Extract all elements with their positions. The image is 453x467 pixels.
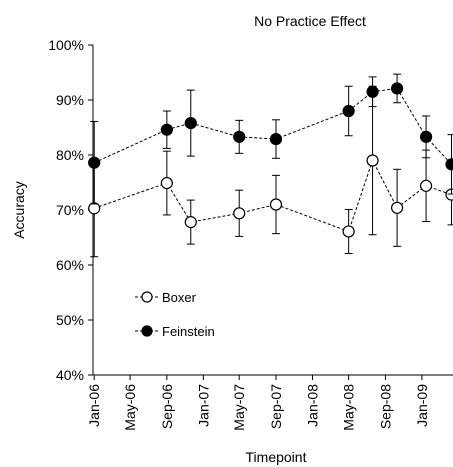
y-tick-label: 50% bbox=[56, 312, 84, 328]
y-axis-label: Accuracy bbox=[11, 181, 27, 239]
y-tick-label: 60% bbox=[56, 257, 84, 273]
legend: Boxer Feinstein bbox=[135, 290, 215, 339]
data-point-feinstein bbox=[419, 130, 433, 143]
data-point-feinstein bbox=[366, 85, 379, 98]
data-point-feinstein bbox=[184, 116, 197, 130]
x-tick-label: May-07 bbox=[231, 384, 247, 431]
y-tick-label: 70% bbox=[56, 202, 84, 218]
data-point-feinstein bbox=[269, 132, 283, 146]
data-point-boxer bbox=[390, 201, 404, 214]
x-tick-label: Sep-06 bbox=[159, 384, 175, 429]
y-tick-label: 40% bbox=[56, 367, 84, 383]
data-point-feinstein bbox=[160, 123, 173, 136]
series-marks bbox=[88, 73, 453, 258]
data-point-boxer bbox=[269, 198, 283, 211]
x-tick-label: May-08 bbox=[341, 384, 357, 431]
legend-label: Feinstein bbox=[162, 324, 215, 339]
data-point-boxer bbox=[88, 202, 101, 215]
x-tick-label: Sep-08 bbox=[377, 384, 393, 429]
data-point-boxer bbox=[233, 207, 246, 220]
x-tick-label: Sep-07 bbox=[268, 384, 284, 429]
data-point-feinstein bbox=[233, 130, 246, 143]
legend-marker bbox=[141, 291, 153, 303]
y-tick-label: 100% bbox=[48, 37, 84, 53]
data-point-boxer bbox=[366, 154, 379, 167]
axes: 40% 50% 60% 70% 80% 90% 100% Jan-06 May-06 Sep-06… bbox=[48, 37, 453, 431]
data-point-boxer bbox=[342, 225, 355, 238]
legend-label: Boxer bbox=[162, 290, 197, 305]
chart-title: No Practice Effect bbox=[254, 13, 366, 29]
data-point-feinstein bbox=[88, 156, 101, 169]
y-tick-label: 80% bbox=[56, 147, 84, 163]
series-line-feinstein bbox=[93, 87, 452, 165]
data-point-boxer bbox=[419, 179, 433, 192]
data-point-feinstein bbox=[342, 104, 355, 118]
x-tick-label: Jan-09 bbox=[414, 384, 430, 427]
x-axis-label: Timepoint bbox=[246, 449, 307, 465]
legend-marker bbox=[141, 325, 153, 337]
x-tick-label: Jan-08 bbox=[304, 384, 320, 427]
series-line-boxer bbox=[94, 159, 452, 233]
data-point-feinstein bbox=[390, 82, 404, 95]
x-tick-label: Jan-07 bbox=[195, 384, 211, 427]
x-tick-label: May-06 bbox=[122, 384, 138, 431]
data-point-feinstein bbox=[445, 158, 453, 171]
data-point-boxer bbox=[160, 176, 173, 190]
y-tick-label: 90% bbox=[56, 92, 84, 108]
data-point-boxer bbox=[184, 216, 197, 229]
x-tick-label: Jan-06 bbox=[86, 384, 102, 427]
